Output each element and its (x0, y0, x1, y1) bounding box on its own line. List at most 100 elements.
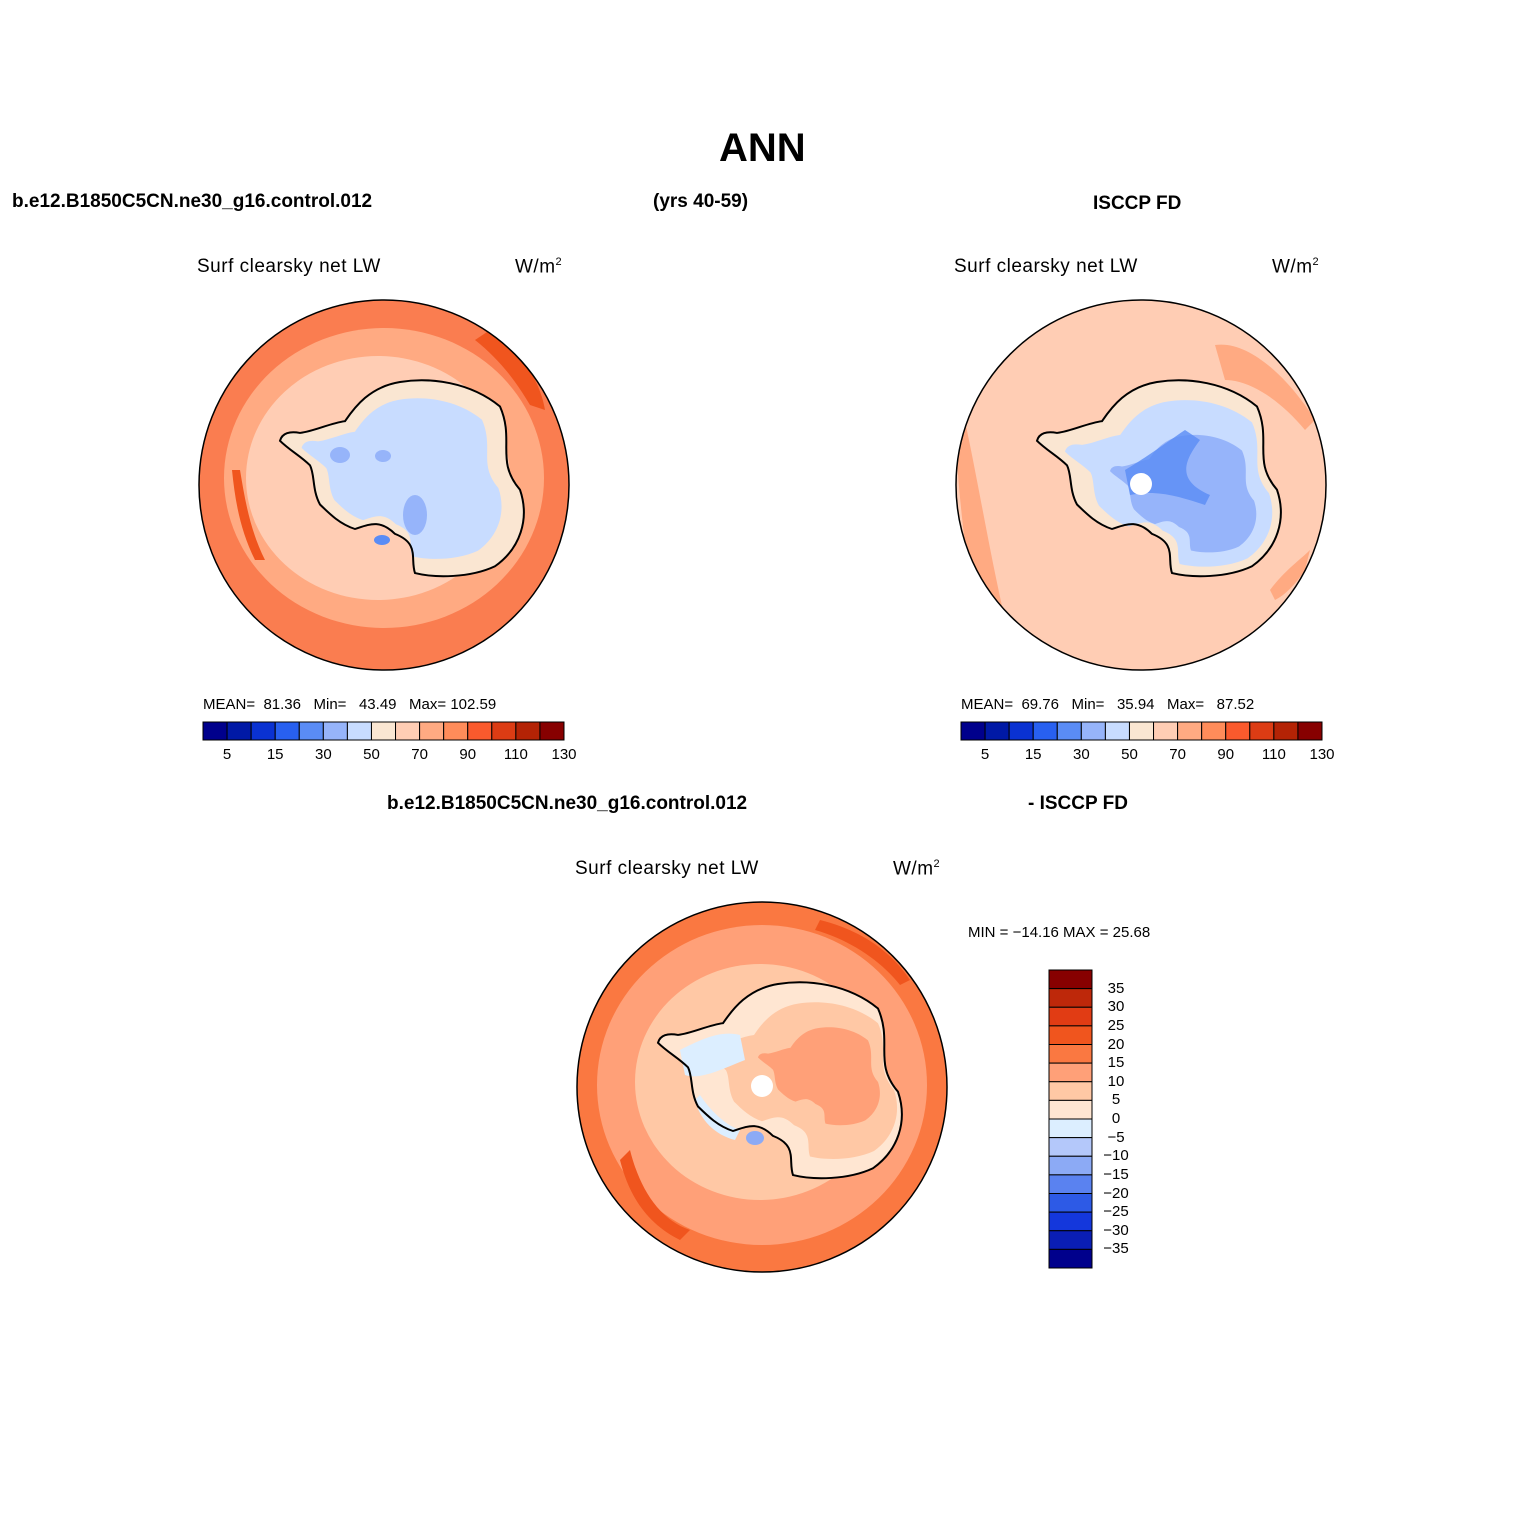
colorbar-tick-label: 70 (1169, 746, 1186, 763)
model-map-border (198, 299, 570, 671)
colorbar-swatch (1048, 1025, 1093, 1045)
colorbar-swatch (1048, 1230, 1093, 1250)
colorbar-swatch (274, 721, 300, 741)
colorbar-swatch (984, 721, 1010, 741)
colorbar-tick-label: 10 (1107, 1072, 1125, 1090)
diff-variable-label: Surf clearsky net LW (575, 858, 759, 879)
colorbar-tick-label: 90 (459, 746, 477, 763)
diff-case-name-label: b.e12.B1850C5CN.ne30_g16.control.012 (387, 793, 748, 814)
colorbar-swatch (1080, 721, 1106, 741)
colorbar-swatch (1104, 721, 1130, 741)
colorbar-swatch (322, 721, 348, 741)
colorbar-tick-label: 30 (1107, 998, 1125, 1016)
colorbar-swatch (1048, 1248, 1093, 1269)
colorbar-swatch (443, 721, 469, 741)
colorbar-tick-label: −30 (1103, 1221, 1129, 1239)
diff-colorbar (1048, 969, 1093, 1269)
colorbar-swatch (1008, 721, 1034, 741)
diff-map-border (576, 901, 948, 1273)
colorbar-swatch (1048, 1081, 1093, 1101)
colorbar-tick-label: −5 (1107, 1128, 1125, 1146)
colorbar-swatch (370, 721, 397, 741)
model-polar-map (199, 300, 569, 670)
colorbar-tick-label: −35 (1103, 1240, 1129, 1258)
colorbar-swatch (1297, 721, 1323, 741)
colorbar-tick-label: 15 (1024, 746, 1042, 763)
obs-name-label: ISCCP FD (1093, 193, 1182, 214)
colorbar-tick-label: 110 (503, 746, 528, 763)
model-colorbar (202, 721, 565, 741)
model-stats: MEAN= 81.36 Min= 43.49 Max= 102.59 (203, 696, 497, 713)
colorbar-tick-label: 90 (1217, 746, 1235, 763)
diff-polar-map (577, 902, 947, 1272)
obs-variable-label: Surf clearsky net LW (954, 256, 1138, 277)
model-variable-label: Surf clearsky net LW (197, 256, 381, 277)
obs-units-label: W/m2 (1272, 256, 1320, 278)
colorbar-tick-label: 130 (1309, 746, 1335, 763)
colorbar-swatch (515, 721, 541, 741)
colorbar-tick-label: 20 (1107, 1035, 1125, 1053)
colorbar-tick-label: 35 (1107, 979, 1125, 997)
colorbar-swatch (1048, 969, 1093, 990)
diff-minmax: MIN = −14.16 MAX = 25.68 (968, 924, 1151, 941)
colorbar-swatch (202, 721, 228, 741)
colorbar-swatch (1048, 1193, 1093, 1213)
colorbar-swatch (491, 721, 517, 741)
colorbar-swatch (1048, 1174, 1093, 1194)
colorbar-tick-label: −15 (1103, 1165, 1129, 1183)
colorbar-tick-label: 50 (1121, 746, 1138, 763)
colorbar-swatch (1128, 721, 1155, 741)
colorbar-swatch (539, 721, 565, 741)
colorbar-swatch (1249, 721, 1275, 741)
colorbar-tick-label: 15 (1107, 1054, 1125, 1072)
colorbar-swatch (1048, 1099, 1093, 1120)
obs-polar-map (956, 300, 1326, 670)
years-label: (yrs 40-59) (653, 191, 749, 212)
colorbar-tick-label: 5 (1111, 1091, 1121, 1109)
colorbar-swatch (1273, 721, 1299, 741)
obs-map-border (955, 299, 1327, 671)
colorbar-tick-label: 70 (411, 746, 428, 763)
colorbar-tick-label: 15 (266, 746, 284, 763)
colorbar-swatch (1032, 721, 1058, 741)
colorbar-tick-label: 130 (551, 746, 577, 763)
colorbar-swatch (1177, 721, 1203, 741)
colorbar-swatch (298, 721, 324, 741)
colorbar-tick-label: −20 (1103, 1184, 1129, 1202)
colorbar-swatch (1048, 1118, 1093, 1139)
colorbar-swatch (1225, 721, 1251, 741)
diff-units-label: W/m2 (893, 858, 941, 880)
colorbar-swatch (960, 721, 986, 741)
colorbar-swatch (395, 721, 421, 741)
case-name-label: b.e12.B1850C5CN.ne30_g16.control.012 (12, 191, 373, 212)
colorbar-tick-label: 25 (1107, 1016, 1125, 1034)
colorbar-swatch (1056, 721, 1082, 741)
colorbar-swatch (1048, 1155, 1093, 1176)
colorbar-tick-label: 5 (222, 746, 232, 763)
colorbar-tick-label: 30 (1072, 746, 1090, 763)
colorbar-swatch (1201, 721, 1227, 741)
colorbar-swatch (1048, 1137, 1093, 1157)
colorbar-swatch (346, 721, 372, 741)
colorbar-tick-label: −25 (1103, 1203, 1129, 1221)
colorbar-swatch (1048, 988, 1093, 1008)
colorbar-swatch (1048, 1006, 1093, 1027)
model-units-label: W/m2 (515, 256, 563, 278)
colorbar-tick-label: 110 (1261, 746, 1286, 763)
obs-stats: MEAN= 69.76 Min= 35.94 Max= 87.52 (961, 696, 1255, 713)
figure-title: ANN (719, 126, 806, 170)
colorbar-swatch (467, 721, 493, 741)
obs-colorbar (960, 721, 1323, 741)
colorbar-swatch (1048, 1044, 1093, 1064)
colorbar-swatch (419, 721, 445, 741)
colorbar-swatch (1048, 1062, 1093, 1083)
colorbar-tick-label: 50 (363, 746, 380, 763)
colorbar-swatch (1153, 721, 1179, 741)
diff-obs-name-label: - ISCCP FD (1028, 793, 1128, 814)
colorbar-tick-label: 0 (1111, 1110, 1121, 1127)
colorbar-tick-label: 30 (314, 746, 332, 763)
colorbar-tick-label: −10 (1103, 1147, 1129, 1165)
colorbar-swatch (1048, 1211, 1093, 1232)
colorbar-swatch (250, 721, 276, 741)
